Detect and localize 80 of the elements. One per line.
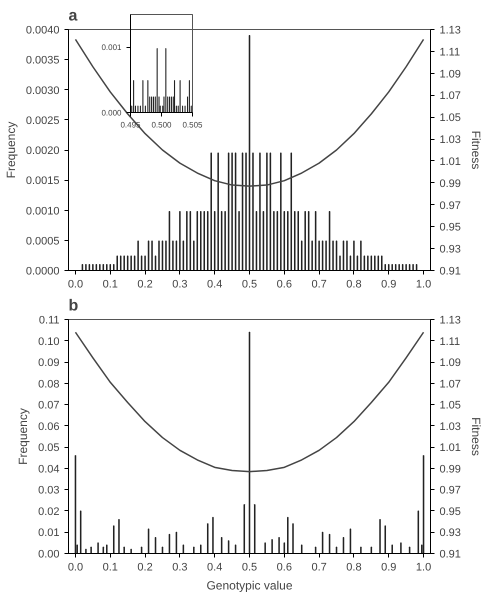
line-series: [74, 332, 424, 472]
y-tick-label: 0.0030: [26, 84, 60, 97]
x-tick-label: 0.6: [276, 562, 292, 574]
y2-tick-label: 1.01: [440, 156, 461, 168]
x-tick-label: 0.3: [172, 562, 188, 574]
y2-tick-label: 0.95: [440, 506, 461, 518]
y-tick-label: 0.0015: [26, 175, 60, 188]
x-tick-label: 0.8: [346, 562, 362, 574]
y-tick-label: 0.00: [38, 548, 60, 560]
x-tick-label: 0.9: [381, 278, 396, 290]
y-axis-title: Frequency: [16, 408, 30, 465]
y2-tick-label: 1.07: [440, 378, 461, 390]
y2-tick-label: 1.01: [440, 442, 461, 454]
y2-tick-label: 1.13: [440, 24, 461, 36]
y-tick-label: 0.05: [38, 442, 60, 454]
x-tick-label: 0.505: [182, 120, 204, 130]
y-tick-label: 0.02: [38, 506, 60, 518]
y-tick-label: 0.11: [38, 314, 60, 326]
y-tick-label: 0.001: [101, 43, 122, 52]
y-tick-label: 0.0020: [26, 145, 60, 157]
x-tick-label: 0.9: [381, 562, 396, 574]
y-tick-label: 0.0000: [26, 266, 60, 278]
y2-tick-label: 0.97: [440, 200, 461, 212]
x-tick-label: 0.6: [276, 278, 292, 290]
y-tick-label: 0.0035: [26, 54, 60, 67]
y-tick-label: 0.01: [38, 527, 60, 540]
x-axis-title: Genotypic value: [206, 578, 293, 592]
y2-tick-label: 0.99: [440, 178, 461, 190]
chart-title: b: [68, 298, 78, 314]
y2-axis-title: Fitness: [468, 130, 483, 170]
y2-tick-label: 1.09: [440, 68, 461, 80]
y-tick-label: 0.07: [38, 400, 60, 412]
x-tick-label: 0.7: [311, 278, 327, 290]
x-tick-label: 0.1: [102, 562, 118, 574]
y2-axis-title: Fitness: [468, 417, 483, 456]
x-tick-label: 0.5: [242, 562, 258, 574]
y-tick-label: 0.0010: [26, 205, 60, 218]
x-tick-label: 0.4: [207, 278, 222, 290]
x-tick-label: 0.3: [172, 278, 188, 290]
y-tick-label: 0.000: [101, 108, 122, 118]
x-tick-label: 1.0: [416, 278, 432, 290]
y-tick-label: 0.10: [38, 336, 60, 348]
x-tick-label: 0.1: [102, 278, 118, 290]
y-tick-label: 0.03: [38, 484, 60, 497]
x-tick-label: 0.8: [346, 278, 362, 290]
y2-tick-label: 0.99: [440, 463, 461, 476]
y-tick-label: 0.08: [38, 378, 60, 390]
y2-tick-label: 0.95: [440, 222, 461, 234]
x-tick-label: 0.500: [151, 120, 172, 130]
x-tick-label: 1.0: [416, 562, 432, 574]
y2-tick-label: 0.93: [440, 527, 461, 540]
y2-tick-label: 0.91: [440, 548, 461, 560]
y2-tick-label: 0.93: [440, 244, 461, 256]
y2-tick-label: 0.97: [440, 484, 461, 497]
x-tick-label: 0.4: [207, 562, 222, 574]
y-tick-label: 0.06: [38, 420, 60, 433]
chart-title: a: [68, 8, 78, 24]
x-tick-label: 0.5: [242, 278, 258, 290]
y2-tick-label: 1.07: [440, 90, 461, 102]
x-tick-label: 0.2: [137, 562, 153, 574]
y-axis-title: Frequency: [4, 122, 18, 178]
y2-tick-label: 1.05: [440, 112, 461, 124]
x-tick-label: 0.0: [68, 562, 84, 574]
y-tick-label: 0.09: [38, 357, 60, 370]
y2-tick-label: 1.03: [440, 420, 461, 433]
y2-tick-label: 1.09: [440, 357, 461, 370]
y2-tick-label: 1.11: [440, 336, 460, 348]
y-tick-label: 0.0005: [26, 235, 60, 248]
y2-tick-label: 1.11: [440, 46, 460, 58]
y-tick-label: 0.0025: [26, 114, 60, 127]
x-tick-label: 0.7: [311, 562, 327, 574]
line-series: [74, 38, 424, 187]
y-tick-label: 0.0040: [26, 24, 60, 36]
y-tick-label: 0.04: [38, 463, 60, 476]
x-tick-label: 0.0: [68, 278, 84, 290]
y2-tick-label: 1.03: [440, 134, 461, 146]
y2-tick-label: 1.05: [440, 400, 461, 412]
y2-tick-label: 0.91: [440, 266, 461, 278]
x-tick-label: 0.2: [137, 278, 153, 290]
y2-tick-label: 1.13: [440, 314, 461, 326]
